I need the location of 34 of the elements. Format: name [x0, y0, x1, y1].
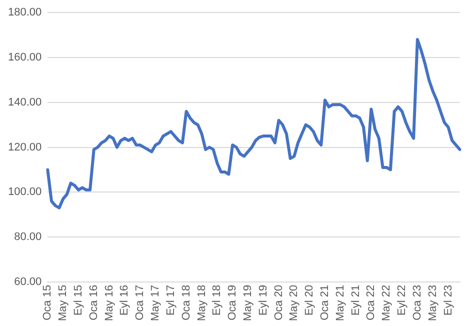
x-tick-label: Eyl 20 [304, 284, 316, 316]
x-tick-label: Oca 20 [272, 284, 285, 320]
x-tick-label: May 19 [242, 284, 254, 322]
x-tick-label: Oca 23 [411, 284, 424, 320]
x-tick-label: Oca 15 [42, 284, 54, 320]
x-tick-label: Eyl 23 [442, 284, 454, 316]
x-tick-label: Eyl 16 [118, 284, 131, 316]
x-tick-label: Oca 21 [319, 284, 332, 320]
x-tick-label: May 21 [334, 284, 346, 322]
x-tick-label: May 17 [150, 284, 162, 322]
x-tick-label: May 22 [380, 284, 393, 322]
y-tick-label: 160.00 [8, 52, 42, 64]
x-tick-label: May 15 [57, 284, 70, 322]
x-tick-label: Oca 18 [180, 284, 192, 320]
x-tick-label: Eyl 15 [72, 284, 84, 316]
x-tick-label: Eyl 18 [211, 284, 224, 316]
x-tick-label: Eyl 17 [164, 284, 177, 316]
y-tick-label: 60.00 [14, 276, 42, 288]
x-tick-label: Oca 22 [365, 284, 378, 320]
x-tick-label: May 20 [288, 284, 300, 322]
x-tick-label: Eyl 22 [396, 284, 408, 316]
y-tick-label: 80.00 [14, 231, 42, 244]
y-tick-label: 120.00 [8, 141, 42, 154]
x-tick-label: May 18 [196, 284, 208, 322]
x-tick-label: Eyl 19 [257, 284, 270, 316]
y-tick-label: 140.00 [8, 96, 42, 108]
x-tick-label: Oca 16 [88, 284, 100, 320]
x-tick-label: May 23 [426, 284, 439, 322]
y-tick-label: 180.00 [8, 6, 42, 19]
y-tick-label: 100.00 [8, 186, 42, 198]
x-tick-label: May 16 [103, 284, 116, 322]
x-tick-label: Oca 17 [134, 284, 146, 320]
x-tick-label: Eyl 21 [350, 284, 362, 316]
x-tick-label: Oca 19 [226, 284, 239, 320]
